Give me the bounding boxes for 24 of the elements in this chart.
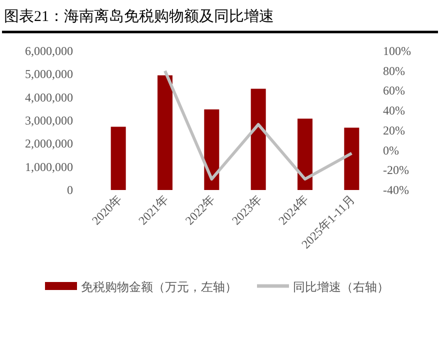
bar [298, 118, 312, 190]
y2-tick-label: 80% [383, 64, 405, 78]
y-tick-label: 3,000,000 [25, 114, 73, 128]
y-tick-label: 1,000,000 [25, 160, 73, 174]
chart-title: 图表21：海南离岛免税购物额及同比增速 [4, 8, 274, 25]
y2-tick-label: 60% [383, 84, 405, 98]
y-tick-label: 6,000,000 [25, 44, 73, 58]
bar [344, 128, 360, 190]
y2-tick-label: 40% [383, 104, 405, 118]
y-tick-label: 4,000,000 [25, 90, 73, 104]
bar [158, 75, 172, 190]
bar [250, 88, 266, 190]
y2-tick-label: -40% [383, 183, 409, 197]
bar [110, 126, 126, 190]
legend-label: 免税购物金额（万元，左轴） [81, 280, 237, 294]
y-tick-label: 5,000,000 [25, 67, 73, 82]
y2-tick-label: 20% [383, 123, 405, 138]
y2-tick-label: 0% [383, 143, 399, 158]
legend-label: 同比增速（右轴） [293, 280, 389, 294]
y-tick-label: 2,000,000 [25, 136, 73, 151]
y2-tick-label: -20% [383, 163, 409, 178]
y-tick-label: 0 [67, 183, 73, 197]
y2-tick-label: 100% [383, 44, 411, 58]
bar [204, 109, 220, 190]
